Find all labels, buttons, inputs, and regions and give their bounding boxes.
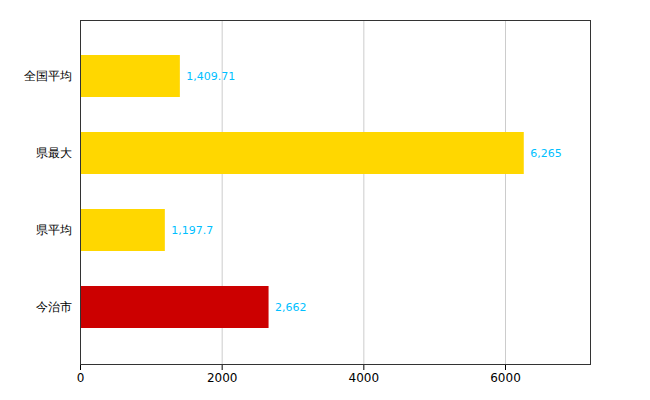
svg-text:6,265: 6,265 — [530, 147, 562, 160]
svg-text:2000: 2000 — [207, 371, 238, 385]
svg-text:4000: 4000 — [349, 371, 380, 385]
svg-text:今治市: 今治市 — [36, 300, 72, 314]
svg-text:県平均: 県平均 — [36, 223, 72, 237]
svg-text:0: 0 — [77, 371, 85, 385]
svg-text:全国平均: 全国平均 — [24, 69, 72, 83]
svg-text:1,197.7: 1,197.7 — [171, 224, 213, 237]
svg-text:2,662: 2,662 — [275, 301, 307, 314]
svg-text:県最大: 県最大 — [36, 146, 72, 160]
svg-text:6000: 6000 — [490, 371, 521, 385]
svg-text:1,409.71: 1,409.71 — [186, 70, 235, 83]
